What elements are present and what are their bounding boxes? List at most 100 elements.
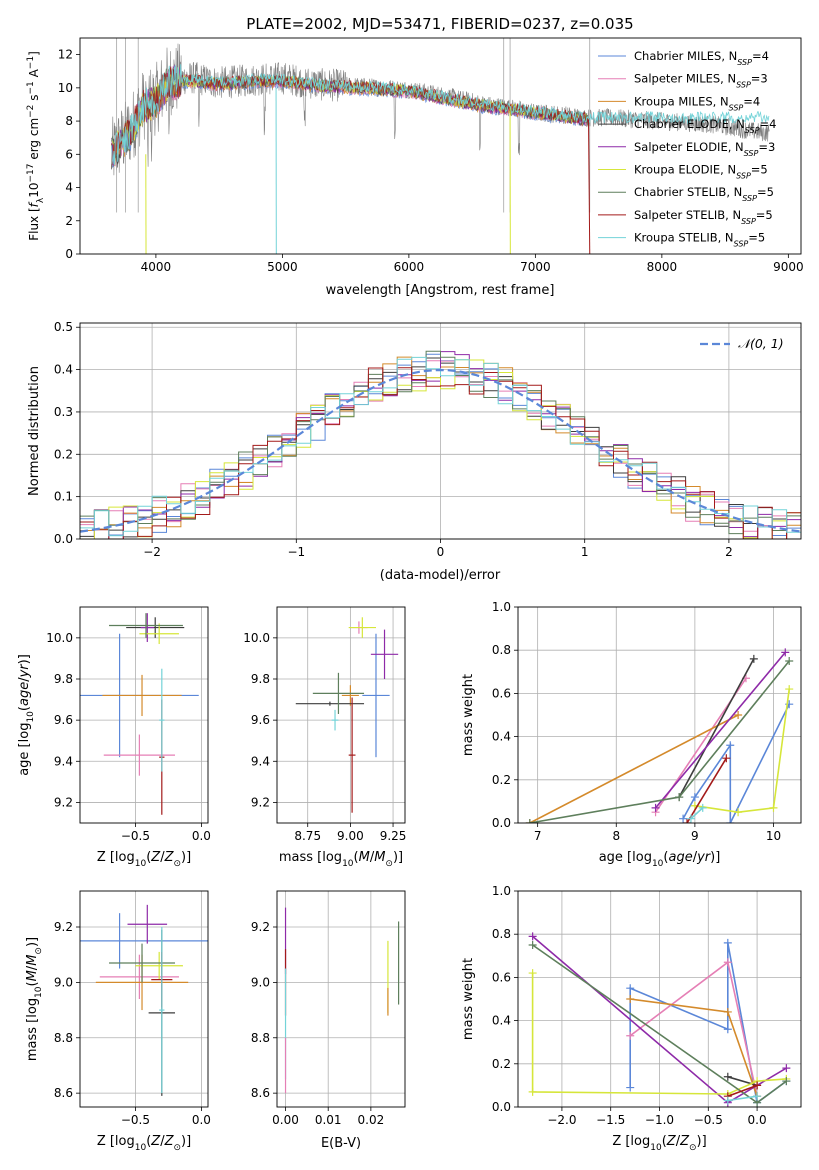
grid [80, 607, 208, 823]
x-tick-label: 0.02 [358, 1113, 385, 1127]
y-tick-label: 9.8 [54, 672, 73, 686]
x-tick-label: 10 [766, 829, 781, 843]
residual-histogram-panel: −2 −1 0 1 2 0.0 0.1 0.2 0.3 0.4 0.5 (data-model)/er… [27, 320, 802, 583]
plus-marker [782, 1077, 791, 1086]
normal-curve [80, 368, 801, 533]
x-axis-label: wavelength [Angstrom, rest frame] [326, 283, 555, 298]
y-axis-label: Flux [fλ10−17 erg cm−2 s−1 A−1] [26, 51, 46, 241]
axes-frame [517, 606, 802, 824]
y-tick-label: 10.0 [46, 631, 73, 645]
y-tick-label: 9.4 [251, 754, 270, 768]
weight-line [654, 651, 786, 809]
x-tick-label: 5000 [267, 260, 298, 274]
plus-marker [722, 754, 731, 763]
label-part: age [668, 850, 692, 865]
label-part: ( [662, 1134, 667, 1149]
y-axis-label: mass [log10(M/M⊙)] [25, 937, 44, 1061]
label-part: 10 [652, 859, 664, 869]
legend-entry: Salpeter STELIB, NSSP=5 [634, 208, 773, 226]
label-part: ( [354, 850, 359, 865]
y-tick-label: 8 [65, 114, 73, 128]
axes-frame [79, 606, 209, 824]
plot-area [528, 932, 791, 1107]
y-tick-label: 9.0 [54, 975, 73, 989]
legend-sub: SSP [744, 148, 759, 157]
model-dropout [587, 119, 591, 254]
x-tick-label: 7 [534, 829, 542, 843]
x-tick-label: 6000 [394, 260, 425, 274]
plus-marker [782, 1064, 791, 1073]
y-tick-label: 0.0 [54, 532, 73, 546]
plot-area [284, 907, 400, 1094]
y-tick-label: 12 [58, 48, 73, 62]
histogram-step-7 [80, 367, 801, 539]
y-tick-label: 10.0 [243, 631, 270, 645]
label-part: mass [log [279, 850, 342, 865]
legend-text: Kroupa ELODIE, N [634, 163, 736, 177]
plus-marker [723, 938, 732, 947]
label-part: ] [27, 51, 41, 56]
age-vs-metallicity-panel: −0.5 0.09.29.49.69.810.0Z [log10(Z/Z⊙)]ag… [17, 606, 211, 869]
label-part: / [25, 965, 40, 970]
mass-weight-vs-metallicity-panel: −2.0 −1.5 −1.0 −0.5 0.0 0.0 0.2 0.4 0.6 0.8 1.0 Z [… [461, 884, 802, 1153]
legend-text: Kroupa STELIB, N [634, 231, 734, 245]
label-part: −17 [26, 163, 36, 182]
plus-marker [723, 1072, 732, 1081]
legend-entry: Salpeter MILES, NSSP=3 [634, 72, 768, 90]
plus-marker [723, 1007, 732, 1016]
label-part: )] [181, 850, 191, 865]
plus-marker [686, 814, 695, 823]
label-part: 10 [34, 986, 44, 998]
plus-marker [785, 685, 794, 694]
age-vs-mass-panel: 8.75 9.00 9.25 9.2 9.4 9.6 9.8 10.0 mass [log10(… [243, 606, 406, 869]
x-axis-label: Z [log10(Z/Z⊙)] [97, 1134, 191, 1153]
x-tick-label: 1 [581, 545, 589, 559]
label-part: 10 [342, 859, 354, 869]
model-spectrum-8 [111, 64, 770, 166]
label-part: / [693, 850, 698, 865]
weight-line [686, 757, 727, 823]
x-axis-label: age [log10(age/yr)] [599, 850, 721, 869]
x-tick-label: 2 [725, 545, 733, 559]
y-tick-label: 9.2 [251, 920, 270, 934]
y-tick-label: 8.6 [54, 1086, 73, 1100]
weight-line [678, 658, 755, 798]
legend-sub: SSP [742, 194, 757, 203]
label-part: M [359, 850, 370, 865]
plus-marker [723, 1025, 732, 1034]
x-tick-label: 9.00 [337, 829, 364, 843]
label-part: ( [146, 1134, 151, 1149]
plus-marker [690, 793, 699, 802]
label-part: λ [36, 197, 46, 203]
weight-line [694, 688, 790, 814]
plot-area [111, 38, 770, 254]
label-part: −1 [26, 56, 36, 69]
label-part: mass [log [25, 998, 40, 1061]
label-part: / [17, 677, 32, 682]
plot-area [80, 350, 801, 539]
label-part: / [370, 850, 375, 865]
label-part: )] [393, 850, 403, 865]
plus-marker [626, 995, 635, 1003]
axes-frame [79, 890, 209, 1108]
x-tick-label: −2.0 [547, 1113, 576, 1127]
y-tick-label: 9.8 [251, 672, 270, 686]
label-part: / [676, 1134, 681, 1149]
label-part: 10 [135, 1143, 147, 1153]
axes-frame [276, 890, 406, 1108]
legend-text: =4 [752, 49, 769, 63]
y-tick-label: 0.5 [54, 320, 73, 334]
label-part: f [27, 201, 41, 207]
legend-text: Salpeter ELODIE, N [634, 140, 744, 154]
legend-sub: SSP [736, 171, 751, 180]
histogram-step-6 [80, 350, 801, 535]
plus-marker [753, 1081, 762, 1090]
y-tick-label: 0.8 [492, 643, 511, 657]
x-tick-label: 0.01 [315, 1113, 342, 1127]
y-tick-label: 0.6 [492, 970, 511, 984]
x-axis-label: E(B-V) [321, 1136, 361, 1151]
weight-line [727, 1095, 758, 1102]
x-tick-label: 8 [612, 829, 620, 843]
plot-area [80, 613, 199, 815]
